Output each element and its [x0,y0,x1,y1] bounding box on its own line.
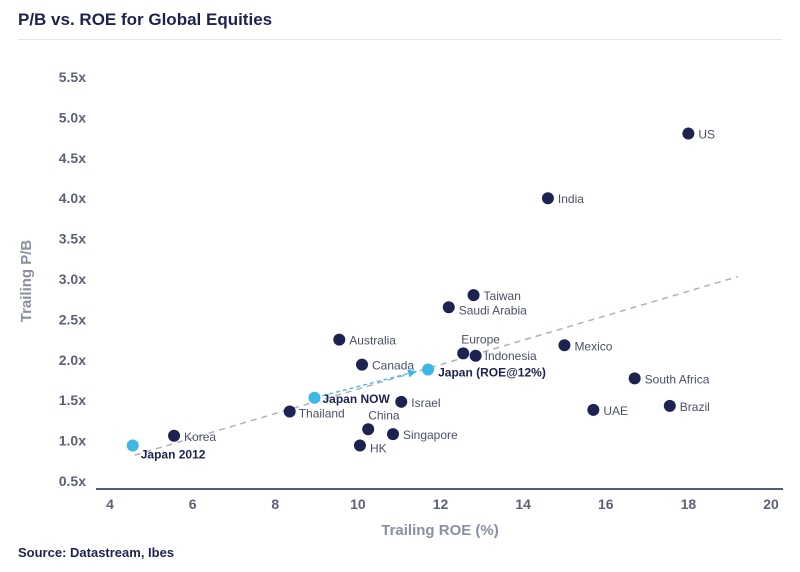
source-note: Source: Datastream, Ibes [18,545,175,560]
point-uae [587,403,600,416]
y-tick-label: 1.5x [59,392,86,408]
label-taiwan: Taiwan [484,289,521,303]
point-taiwan [467,289,480,302]
y-tick-label: 2.5x [59,311,86,327]
trendline [134,275,739,456]
x-tick-label: 18 [681,496,697,512]
point-korea [168,429,181,442]
label-singapore: Singapore [403,428,458,442]
y-tick-label: 1.0x [59,433,86,449]
label-brazil: Brazil [680,400,710,414]
y-tick-label: 4.5x [59,150,86,166]
label-israel: Israel [411,396,440,410]
point-saudi-arabia [442,301,455,314]
label-thailand: Thailand [299,407,345,421]
x-tick-label: 20 [763,496,779,512]
title-divider [18,39,782,40]
y-tick-label: 4.0x [59,190,86,206]
label-japan-roe-12: Japan (ROE@12%) [438,365,546,379]
point-japan-2012 [126,439,139,452]
trendline-group [134,275,739,456]
label-australia: Australia [349,334,396,348]
label-india: India [558,192,584,206]
y-axis-label: Trailing P/B [18,240,35,323]
axes-group: 0.5x 1.0x 1.5x 2.0x 2.5x 3.0x 3.5x 4.0x 4.5x 5.0x… [59,69,783,512]
label-us: US [698,128,715,142]
x-tick-label: 12 [433,496,449,512]
point-thailand [283,405,296,418]
y-tick-label: 5.5x [59,69,86,85]
label-south-africa: South Africa [645,372,710,386]
point-mexico [558,339,571,352]
y-tick-label: 2.0x [59,352,86,368]
point-us [682,127,695,140]
point-australia [333,333,346,346]
label-korea: Korea [184,430,216,444]
point-israel [395,395,408,408]
y-tick-label: 5.0x [59,109,86,125]
label-uae: UAE [603,404,628,418]
label-hk: HK [370,441,387,455]
label-mexico: Mexico [574,339,612,353]
point-china [362,423,375,436]
y-tick-label: 3.0x [59,271,86,287]
point-south-africa [628,372,641,385]
x-tick-label: 14 [515,496,531,512]
x-tick-label: 8 [271,496,279,512]
label-indonesia: Indonesia [485,349,537,363]
x-tick-label: 16 [598,496,614,512]
chart-title: P/B vs. ROE for Global Equities [18,10,273,29]
point-hk [353,439,366,452]
label-china: China [368,408,400,422]
label-japan-now: Japan NOW [322,392,390,406]
point-europe [457,347,470,360]
x-tick-label: 4 [106,496,114,512]
x-tick-label: 6 [189,496,197,512]
x-axis-label: Trailing ROE (%) [381,522,499,539]
label-saudi-arabia: Saudi Arabia [459,303,527,317]
point-japan-now [308,391,321,404]
y-tick-label: 0.5x [59,473,86,489]
label-europe: Europe [461,332,500,346]
point-india [541,192,554,205]
point-singapore [386,428,399,441]
point-canada [356,358,369,371]
point-brazil [663,399,676,412]
point-indonesia [469,349,482,362]
japan-arrow [322,369,418,397]
y-tick-label: 3.5x [59,231,86,247]
label-japan-2012: Japan 2012 [141,447,206,461]
point-japan-roe-12 [422,363,435,376]
x-tick-label: 10 [350,496,366,512]
label-canada: Canada [372,359,414,373]
